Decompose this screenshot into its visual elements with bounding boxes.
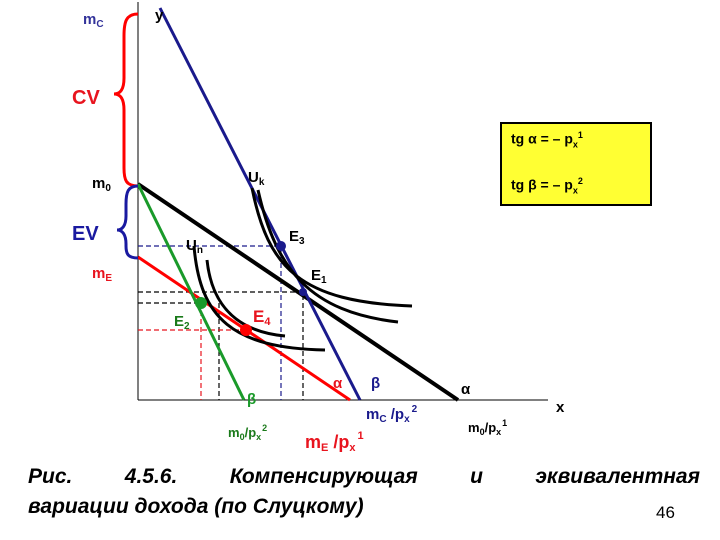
- indifference-curve-un: [192, 245, 326, 352]
- e2-label: E2: [174, 313, 190, 332]
- uk-label: Uk: [248, 169, 265, 188]
- ev-brace: [116, 184, 139, 260]
- alpha-black-label: α: [461, 381, 471, 398]
- e2-dot: [195, 297, 207, 309]
- caption-word: и: [470, 465, 483, 488]
- budget-line-m0: [136, 182, 460, 402]
- caption-word: Компенсирующая: [229, 465, 418, 488]
- indifference-curve-uk-inner: [256, 189, 399, 324]
- cv-brace: [113, 12, 139, 188]
- beta-blue-label: β: [371, 375, 380, 392]
- page-number: 46: [656, 503, 675, 522]
- alpha-red-label: α: [333, 375, 343, 392]
- caption-word: 4.5.6.: [124, 465, 178, 488]
- m0-label: m0: [92, 175, 111, 194]
- formula-line-beta: tg β = – px2: [511, 176, 583, 196]
- un-label: Un: [186, 237, 203, 256]
- e3-dot: [276, 241, 286, 251]
- caption-line-1: Рис. 4.5.6. Компенсирующая и эквивалентн…: [28, 462, 700, 492]
- e1-label: E1: [311, 267, 327, 286]
- y-axis-label: y: [155, 7, 164, 24]
- indifference-curve-un-inner: [205, 259, 286, 338]
- e1-dot: [299, 288, 307, 296]
- caption-word: эквивалентная: [535, 465, 700, 488]
- formula-box: tg α = – px1 tg β = – px2: [500, 122, 652, 206]
- budget-line-green: [136, 183, 246, 401]
- cv-label: CV: [72, 87, 100, 109]
- dashed-guides: [138, 245, 304, 400]
- e4-label: E4: [253, 307, 271, 328]
- m0-px2-label: m0/px2: [228, 423, 267, 442]
- caption-line-2: вариации дохода (по Слуцкому): [28, 495, 364, 518]
- beta-green-label: β: [247, 391, 256, 408]
- ev-label: EV: [72, 223, 99, 245]
- me-px1-label: mE /px1: [305, 430, 364, 454]
- figure-caption: Рис. 4.5.6. Компенсирующая и эквивалентн…: [28, 462, 700, 522]
- m0-px1-label: m0/px1: [468, 418, 507, 437]
- e4-dot: [240, 324, 252, 336]
- caption-word: Рис.: [28, 465, 73, 488]
- e3-label: E3: [289, 228, 305, 247]
- me-label: mE: [92, 265, 112, 284]
- mc-px2-label: mC /px2: [366, 404, 418, 425]
- formula-line-alpha: tg α = – px1: [511, 130, 583, 150]
- x-axis-label: x: [556, 399, 565, 416]
- mc-label: mC: [83, 11, 104, 30]
